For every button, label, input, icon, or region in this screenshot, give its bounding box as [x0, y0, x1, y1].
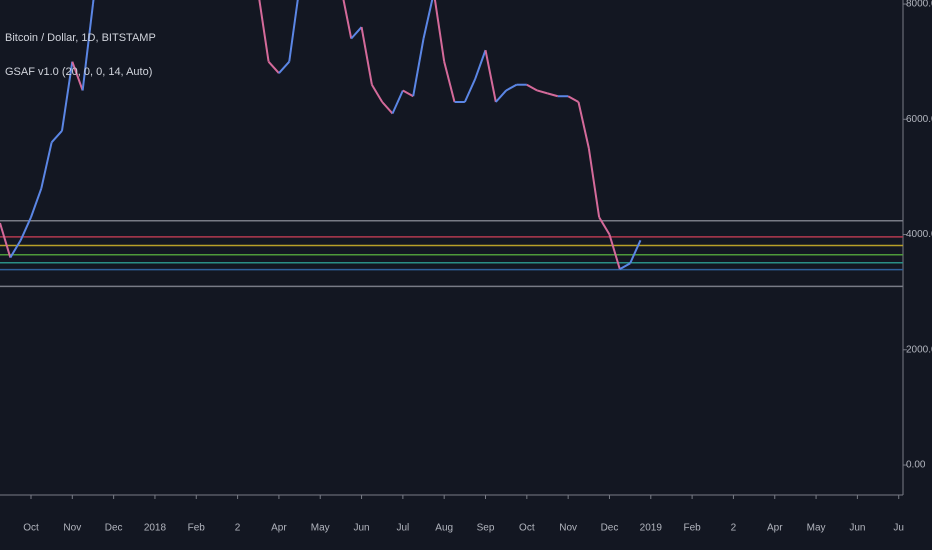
price-segment	[402, 89, 414, 98]
price-segment	[433, 0, 446, 62]
price-segment	[81, 3, 94, 91]
price-segment	[0, 222, 12, 258]
price-segment	[371, 84, 384, 103]
price-segment	[71, 61, 84, 91]
price-segment	[495, 89, 507, 103]
price-segment	[577, 101, 590, 149]
price-segment	[598, 216, 611, 236]
price-segment	[9, 239, 22, 259]
x-tick-label: Aug	[435, 523, 453, 534]
indicator-label: GSAF v1.0 (20, 0, 0, 14, Auto)	[5, 66, 152, 78]
price-segment	[19, 216, 32, 241]
x-tick-label: Dec	[601, 523, 619, 534]
price-segment	[278, 60, 290, 74]
y-tick-label: 2000.00	[906, 344, 932, 355]
price-segment	[60, 61, 74, 131]
price-segment	[381, 101, 394, 115]
x-tick-label: Oct	[23, 523, 39, 534]
x-tick-label: Apr	[271, 523, 287, 534]
price-segment	[536, 89, 548, 95]
price-segment	[391, 90, 404, 114]
y-tick-label: 4000.00	[906, 229, 932, 240]
x-tick-label: Nov	[63, 523, 81, 534]
x-tick-label: Sep	[477, 523, 495, 534]
chart-title: Bitcoin / Dollar, 1D, BITSTAMP	[5, 32, 156, 44]
x-tick-label: 2	[731, 523, 737, 534]
price-segment	[30, 188, 43, 218]
x-tick-label: Jun	[353, 523, 369, 534]
x-tick-label: Jul	[396, 523, 409, 534]
x-tick-label: 2018	[144, 523, 167, 534]
price-segment	[267, 60, 280, 74]
price-segment	[484, 49, 497, 103]
price-segment	[619, 262, 631, 270]
x-tick-label: Feb	[683, 523, 701, 534]
x-tick-label: Apr	[767, 523, 783, 534]
x-tick-label: Ju	[893, 523, 904, 534]
y-tick-label: 6000.00	[906, 114, 932, 125]
price-segment	[50, 130, 63, 144]
x-tick-label: Nov	[559, 523, 577, 534]
y-tick-label: 0.00	[906, 460, 926, 471]
x-tick-label: Oct	[519, 523, 535, 534]
price-segment	[526, 83, 538, 92]
x-tick-label: May	[311, 523, 330, 534]
price-segment	[505, 83, 517, 92]
plot-area	[0, 0, 903, 288]
price-segment	[443, 61, 456, 103]
price-segment	[360, 26, 373, 85]
price-segment	[608, 234, 621, 270]
price-segment	[422, 0, 434, 39]
price-segment	[342, 0, 353, 39]
price-segment	[412, 38, 425, 97]
price-segment	[629, 239, 642, 264]
price-segment	[547, 92, 559, 98]
price-segment	[40, 142, 53, 189]
x-tick-label: Dec	[105, 523, 123, 534]
price-segment	[350, 26, 363, 40]
price-segment	[463, 78, 477, 103]
y-tick-label: 8000.00	[906, 0, 932, 10]
x-tick-label: Jun	[849, 523, 865, 534]
price-segment	[474, 49, 487, 80]
x-tick-label: Feb	[188, 523, 206, 534]
price-segment	[567, 95, 579, 103]
x-tick-label: 2	[235, 523, 241, 534]
x-tick-label: 2019	[640, 523, 663, 534]
x-tick-label: May	[807, 523, 826, 534]
price-segment	[258, 0, 270, 62]
price-segment	[288, 0, 299, 62]
price-segment	[587, 147, 601, 218]
